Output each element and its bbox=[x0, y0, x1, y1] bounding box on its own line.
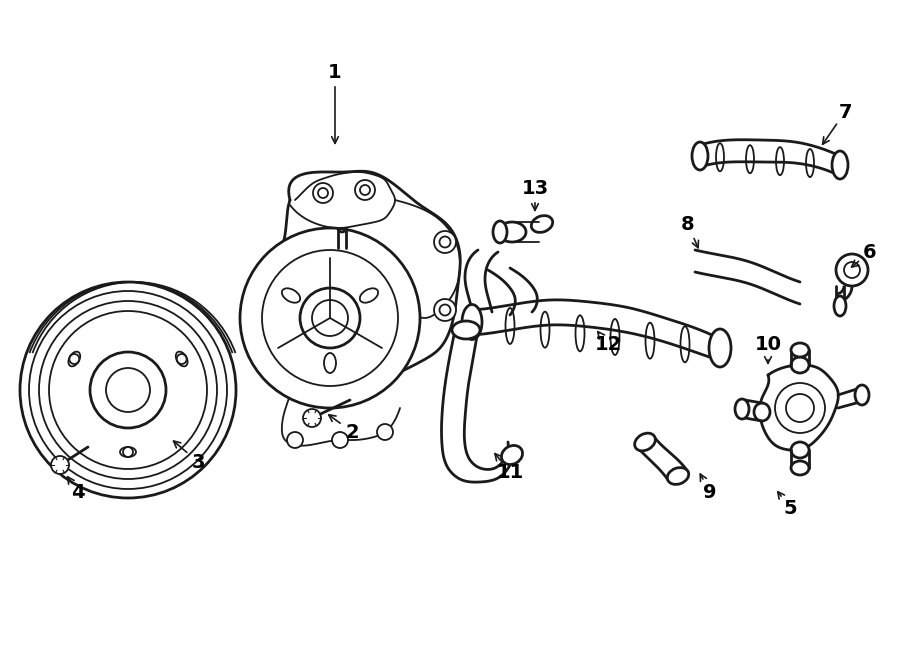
Text: 3: 3 bbox=[191, 453, 205, 471]
Text: 13: 13 bbox=[521, 179, 549, 197]
Text: 6: 6 bbox=[863, 242, 877, 261]
Ellipse shape bbox=[832, 151, 848, 179]
Ellipse shape bbox=[709, 329, 731, 367]
Ellipse shape bbox=[452, 321, 480, 339]
Text: 12: 12 bbox=[594, 336, 622, 354]
Circle shape bbox=[303, 409, 321, 427]
Text: 1: 1 bbox=[328, 62, 342, 81]
Text: 2: 2 bbox=[346, 422, 359, 442]
Ellipse shape bbox=[667, 467, 688, 485]
Text: 7: 7 bbox=[838, 103, 851, 122]
Circle shape bbox=[313, 183, 333, 203]
Ellipse shape bbox=[791, 357, 809, 373]
Text: 8: 8 bbox=[681, 216, 695, 234]
Circle shape bbox=[90, 352, 166, 428]
Circle shape bbox=[434, 299, 456, 321]
Ellipse shape bbox=[462, 305, 482, 340]
Ellipse shape bbox=[791, 442, 809, 458]
Ellipse shape bbox=[855, 385, 869, 405]
Circle shape bbox=[377, 424, 393, 440]
Ellipse shape bbox=[493, 221, 507, 243]
Circle shape bbox=[20, 282, 236, 498]
Ellipse shape bbox=[791, 461, 809, 475]
Ellipse shape bbox=[634, 433, 655, 451]
Circle shape bbox=[240, 228, 420, 408]
Circle shape bbox=[332, 432, 348, 448]
Circle shape bbox=[287, 432, 303, 448]
Ellipse shape bbox=[120, 447, 136, 457]
Text: 4: 4 bbox=[71, 483, 85, 502]
Ellipse shape bbox=[176, 352, 187, 366]
Ellipse shape bbox=[498, 222, 526, 242]
Circle shape bbox=[355, 180, 375, 200]
Ellipse shape bbox=[324, 353, 336, 373]
Circle shape bbox=[51, 456, 69, 474]
Ellipse shape bbox=[754, 403, 770, 421]
Ellipse shape bbox=[834, 296, 846, 316]
Circle shape bbox=[434, 231, 456, 253]
Text: 9: 9 bbox=[703, 483, 716, 502]
Text: 10: 10 bbox=[754, 336, 781, 354]
Ellipse shape bbox=[68, 352, 80, 366]
Circle shape bbox=[836, 254, 868, 286]
Ellipse shape bbox=[791, 343, 809, 357]
Circle shape bbox=[300, 288, 360, 348]
Ellipse shape bbox=[735, 399, 749, 419]
Text: 11: 11 bbox=[497, 463, 524, 481]
Ellipse shape bbox=[501, 446, 523, 465]
Ellipse shape bbox=[692, 142, 708, 170]
Ellipse shape bbox=[282, 288, 301, 303]
Ellipse shape bbox=[531, 216, 553, 232]
Text: 5: 5 bbox=[783, 498, 796, 518]
Ellipse shape bbox=[360, 288, 378, 303]
